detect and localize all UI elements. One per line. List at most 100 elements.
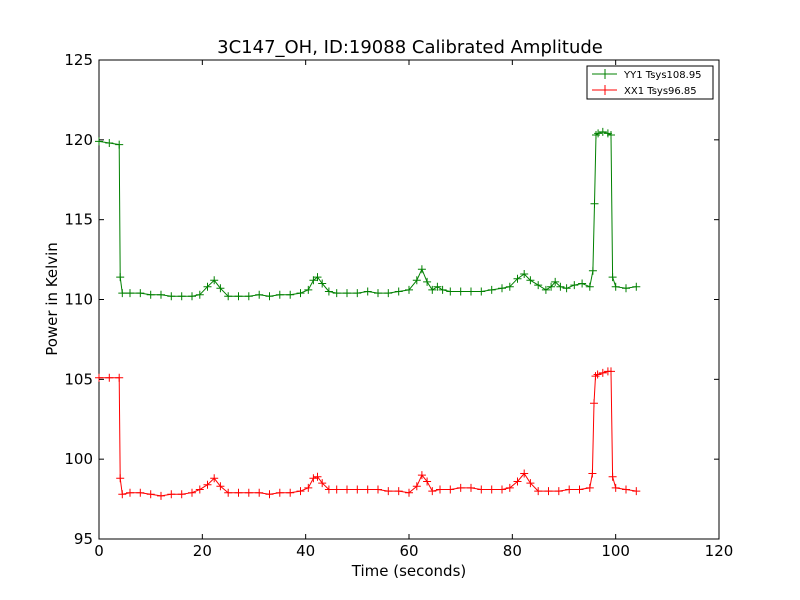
series-1-point: [446, 485, 455, 494]
series-0-point: [224, 292, 233, 301]
series-0-point: [157, 290, 165, 299]
series-0-point: [105, 139, 114, 147]
series-0-point: [513, 274, 522, 283]
series-1-point: [188, 488, 196, 497]
series-1-point: [95, 373, 103, 382]
series-1-point: [255, 488, 264, 497]
series-0-point: [412, 276, 421, 285]
series-0-point: [551, 277, 560, 286]
series-0-point: [286, 290, 295, 299]
series-0-point: [438, 285, 447, 294]
y-axis-label: Power in Kelvin: [43, 242, 61, 356]
series-0-point: [405, 285, 413, 294]
series-1-point: [598, 368, 607, 377]
series-0-point: [118, 289, 127, 298]
series-1-point: [216, 482, 225, 491]
series-1-point: [487, 485, 496, 494]
x-tick-label: 80: [503, 542, 522, 560]
series-0-point: [585, 282, 594, 291]
series-1-point: [304, 483, 313, 492]
series-1-point: [591, 372, 600, 381]
series-0-point: [304, 285, 313, 294]
series-1-point: [608, 472, 617, 481]
series-1-point: [436, 485, 444, 494]
series-layer: [95, 127, 641, 500]
series-1-point: [313, 472, 322, 481]
y-tick-label: 100: [64, 450, 93, 468]
series-1: [95, 367, 641, 500]
series-0-point: [296, 289, 305, 298]
series-0-point: [417, 265, 426, 274]
series-0-point: [590, 199, 599, 208]
series-1-point: [177, 490, 186, 499]
series-1-point: [622, 485, 630, 494]
series-1-point: [203, 480, 212, 489]
series-1-point: [544, 487, 553, 496]
series-1-point: [394, 487, 403, 496]
series-1-point: [234, 488, 243, 497]
series-0-point: [332, 289, 341, 298]
series-1-point: [590, 399, 598, 408]
legend-marker-yy1: [600, 69, 610, 79]
series-0-point: [562, 284, 571, 293]
series-0-point: [188, 292, 196, 301]
series-0-point: [275, 290, 284, 299]
series-1-point: [632, 487, 641, 496]
series-1-point: [116, 474, 125, 483]
y-tick-label: 115: [64, 211, 93, 229]
series-1-point: [412, 482, 421, 491]
series-0-point: [216, 284, 225, 293]
series-1-point: [534, 487, 543, 496]
series-0-point: [608, 273, 617, 282]
series-0-point: [446, 287, 455, 296]
series-1-point: [554, 487, 563, 496]
series-0-point: [622, 284, 630, 293]
series-0-point: [632, 282, 641, 291]
series-0-point: [534, 281, 543, 290]
legend-label-yy1: YY1 Tsys108.95: [623, 70, 702, 81]
series-0-point: [234, 292, 243, 301]
series-1-point: [244, 488, 253, 497]
series-0-point: [265, 292, 274, 301]
series-0-point: [343, 289, 351, 298]
series-1-point: [286, 488, 295, 497]
series-0-point: [526, 276, 535, 285]
series-1-point: [343, 485, 351, 494]
series-0-point: [116, 273, 125, 282]
series-0-point: [353, 289, 362, 298]
series-0-point: [556, 282, 565, 291]
series-0-point: [594, 129, 603, 138]
series-1-point: [157, 491, 165, 500]
series-0-point: [244, 292, 253, 301]
series-0-point: [498, 284, 506, 293]
x-tick-label: 40: [296, 542, 315, 560]
series-1-point: [309, 474, 318, 483]
series-1-point: [115, 373, 124, 382]
series-1-point: [428, 487, 437, 496]
series-0-point: [433, 282, 442, 291]
series-0-point: [570, 281, 579, 290]
x-tick-label: 20: [193, 542, 212, 560]
legend-marker-xx1: [600, 85, 610, 95]
legend-box: [586, 65, 714, 100]
y-tick-label: 95: [74, 530, 93, 548]
series-0-point: [578, 279, 587, 288]
series-1-point: [275, 488, 284, 497]
series-0-point: [146, 290, 155, 299]
series-1-point: [588, 469, 597, 478]
series-0-point: [520, 270, 529, 278]
series-1-point: [195, 485, 204, 494]
series-0-point: [423, 277, 432, 286]
series-1-point: [585, 483, 594, 492]
legend: YY1 Tsys108.95 XX1 Tsys96.85: [586, 65, 714, 100]
plot-frame: [98, 59, 720, 540]
series-0-point: [467, 287, 475, 296]
series-1-point: [467, 483, 475, 492]
series-0-point: [363, 287, 372, 296]
series-0-point: [487, 285, 496, 294]
series-1-point: [167, 490, 176, 499]
series-0: [95, 127, 641, 301]
series-1-point: [593, 370, 602, 379]
series-1-point: [146, 490, 155, 499]
